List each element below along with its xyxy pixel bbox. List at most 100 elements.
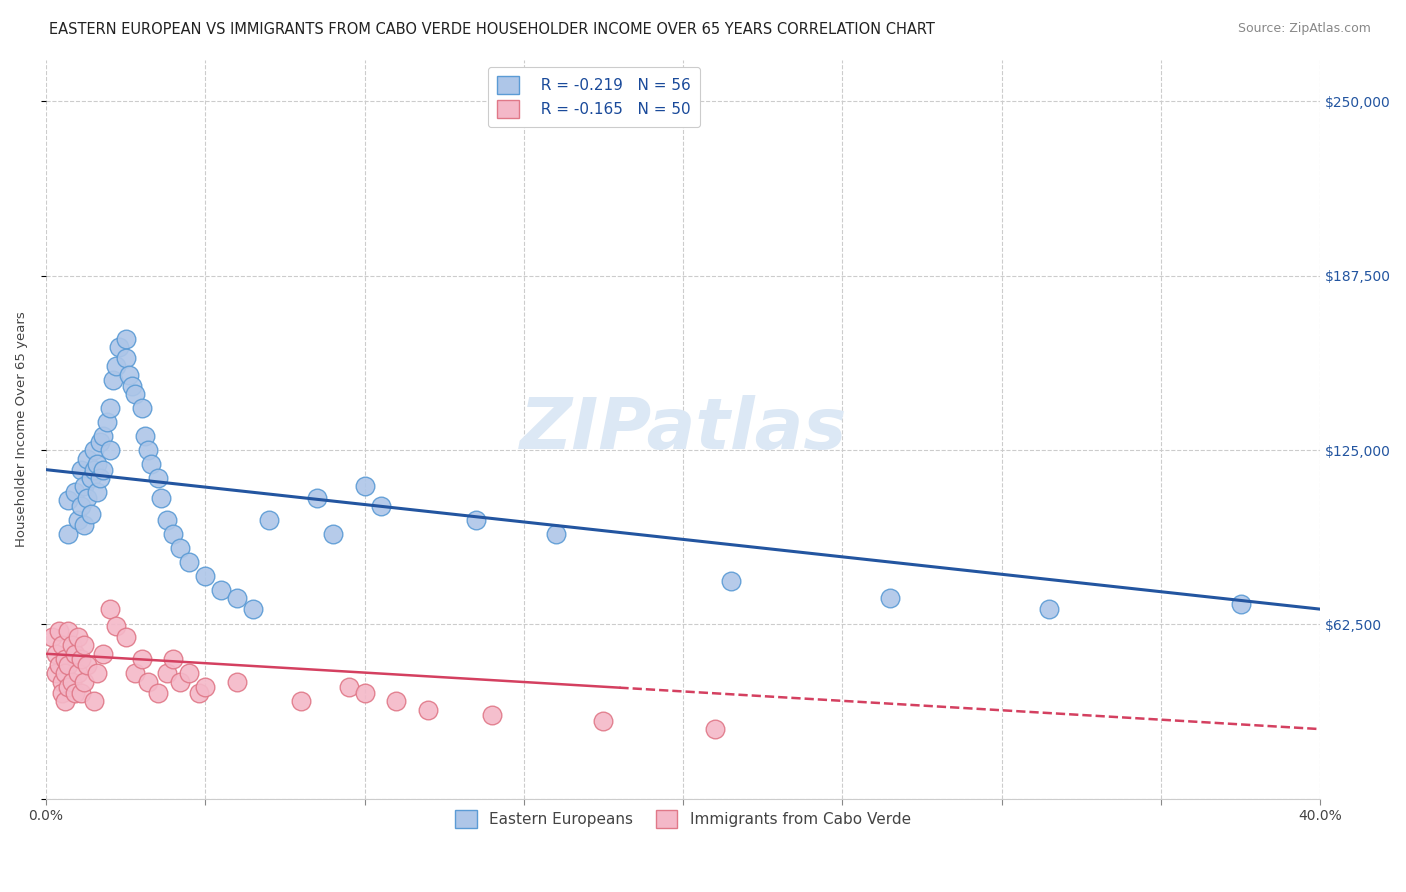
Point [51, 674, 73, 689]
Point [73, 674, 96, 689]
Point [89, 434, 111, 449]
Point [305, 491, 328, 505]
Point [141, 457, 163, 471]
Point [156, 513, 179, 527]
Point [146, 686, 169, 700]
Point [60, 639, 83, 653]
Point [720, 574, 742, 589]
Point [226, 674, 249, 689]
Point [98, 443, 121, 458]
Point [58, 624, 80, 639]
Point [51, 686, 73, 700]
Point [114, 351, 136, 365]
Point [124, 666, 146, 681]
Point [51, 639, 73, 653]
Point [418, 702, 440, 716]
Point [465, 513, 488, 527]
Point [83, 443, 105, 458]
Point [45, 647, 67, 661]
Point [169, 674, 191, 689]
Point [353, 686, 375, 700]
Point [58, 526, 80, 541]
Point [79, 508, 101, 522]
Point [290, 694, 312, 708]
Point [131, 401, 153, 416]
Point [134, 429, 156, 443]
Point [70, 652, 93, 666]
Point [83, 694, 105, 708]
Point [83, 463, 105, 477]
Point [70, 686, 93, 700]
Point [187, 686, 209, 700]
Point [53, 652, 76, 666]
Point [76, 491, 98, 505]
Point [48, 657, 70, 672]
Text: EASTERN EUROPEAN VS IMMIGRANTS FROM CABO VERDE HOUSEHOLDER INCOME OVER 65 YEARS : EASTERN EUROPEAN VS IMMIGRANTS FROM CABO… [49, 22, 935, 37]
Point [41, 630, 63, 644]
Point [322, 526, 344, 541]
Point [114, 332, 136, 346]
Point [242, 602, 264, 616]
Point [98, 602, 121, 616]
Point [879, 591, 901, 605]
Point [86, 485, 108, 500]
Point [131, 652, 153, 666]
Point [45, 666, 67, 681]
Point [73, 639, 96, 653]
Point [48, 624, 70, 639]
Point [194, 568, 217, 582]
Point [136, 674, 159, 689]
Point [89, 471, 111, 485]
Point [73, 518, 96, 533]
Point [60, 674, 83, 689]
Point [179, 555, 201, 569]
Point [337, 680, 360, 694]
Point [226, 591, 249, 605]
Point [149, 491, 172, 505]
Point [146, 471, 169, 485]
Point [58, 657, 80, 672]
Point [156, 666, 179, 681]
Point [93, 429, 115, 443]
Point [370, 499, 392, 513]
Text: Source: ZipAtlas.com: Source: ZipAtlas.com [1237, 22, 1371, 36]
Point [73, 479, 96, 493]
Point [703, 722, 725, 736]
Point [118, 368, 141, 382]
Point [63, 485, 86, 500]
Point [194, 680, 217, 694]
Point [58, 680, 80, 694]
Point [86, 666, 108, 681]
Point [592, 714, 614, 728]
Point [101, 373, 124, 387]
Point [66, 630, 89, 644]
Point [179, 666, 201, 681]
Point [63, 686, 86, 700]
Point [121, 379, 143, 393]
Point [209, 582, 232, 597]
Point [162, 652, 184, 666]
Y-axis label: Householder Income Over 65 years: Householder Income Over 65 years [15, 311, 28, 547]
Point [66, 513, 89, 527]
Point [86, 457, 108, 471]
Point [79, 471, 101, 485]
Point [1038, 602, 1060, 616]
Point [70, 499, 93, 513]
Point [136, 443, 159, 458]
Point [1229, 597, 1251, 611]
Point [58, 493, 80, 508]
Point [76, 451, 98, 466]
Point [96, 415, 118, 429]
Point [124, 387, 146, 401]
Point [257, 513, 280, 527]
Point [481, 708, 503, 723]
Point [385, 694, 408, 708]
Point [53, 694, 76, 708]
Point [162, 526, 184, 541]
Point [93, 647, 115, 661]
Point [63, 647, 86, 661]
Point [66, 666, 89, 681]
Point [114, 630, 136, 644]
Point [98, 401, 121, 416]
Point [93, 463, 115, 477]
